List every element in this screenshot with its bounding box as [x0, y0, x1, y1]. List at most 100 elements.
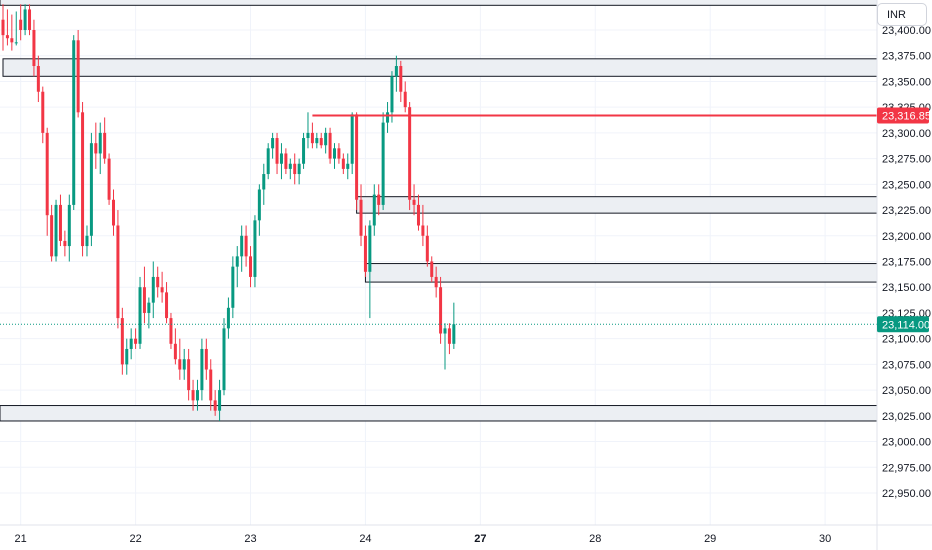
candle[interactable]	[187, 348, 191, 401]
candle[interactable]	[359, 184, 363, 247]
candle[interactable]	[253, 215, 257, 288]
candle[interactable]	[297, 158, 301, 185]
candle[interactable]	[156, 266, 160, 298]
candle[interactable]	[350, 112, 354, 175]
candle[interactable]	[125, 338, 129, 375]
candle[interactable]	[94, 122, 98, 169]
candle[interactable]	[346, 153, 350, 180]
candle[interactable]	[399, 60, 403, 103]
candle[interactable]	[425, 225, 429, 267]
candle[interactable]	[209, 359, 213, 411]
candle[interactable]	[434, 266, 438, 298]
candle[interactable]	[341, 153, 345, 175]
candle[interactable]	[390, 71, 394, 123]
candle[interactable]	[386, 102, 390, 133]
candle[interactable]	[328, 127, 332, 164]
candle[interactable]	[319, 132, 323, 149]
candle[interactable]	[178, 338, 182, 380]
candle[interactable]	[226, 297, 230, 339]
candle[interactable]	[271, 132, 275, 159]
candle[interactable]	[372, 184, 376, 236]
candle[interactable]	[41, 86, 45, 144]
candle[interactable]	[447, 323, 451, 355]
candle[interactable]	[147, 297, 151, 329]
candle[interactable]	[240, 225, 244, 272]
candle[interactable]	[165, 282, 169, 324]
candle[interactable]	[275, 132, 279, 175]
candle[interactable]	[416, 194, 420, 231]
candle[interactable]	[288, 158, 292, 180]
candle[interactable]	[421, 204, 425, 247]
candle[interactable]	[23, 4, 27, 36]
candle[interactable]	[315, 132, 319, 149]
candle[interactable]	[249, 246, 253, 288]
supply-demand-zone[interactable]	[364, 263, 878, 283]
candle[interactable]	[337, 143, 341, 164]
candle[interactable]	[151, 261, 155, 319]
candle[interactable]	[262, 163, 266, 205]
candle[interactable]	[324, 127, 328, 154]
supply-demand-zone[interactable]	[2, 58, 878, 77]
candle[interactable]	[244, 225, 248, 267]
candle[interactable]	[182, 348, 186, 380]
candle[interactable]	[28, 4, 32, 36]
candle[interactable]	[85, 225, 89, 257]
candle[interactable]	[279, 143, 283, 180]
candle[interactable]	[231, 256, 235, 319]
candle[interactable]	[45, 127, 49, 236]
candle[interactable]	[112, 189, 115, 236]
candle[interactable]	[10, 14, 14, 51]
candle[interactable]	[98, 122, 102, 175]
price-axis[interactable]: 23,400.0023,375.0023,350.0023,325.0023,3…	[882, 25, 931, 500]
candle[interactable]	[200, 338, 204, 401]
candle[interactable]	[355, 112, 359, 211]
candle[interactable]	[1, 4, 5, 51]
candle[interactable]	[67, 194, 71, 262]
candle[interactable]	[19, 4, 23, 41]
candle[interactable]	[408, 102, 412, 211]
candle[interactable]	[381, 112, 385, 211]
candle[interactable]	[284, 148, 288, 175]
supply-demand-zone[interactable]	[356, 196, 878, 214]
candle[interactable]	[142, 266, 146, 324]
candle[interactable]	[173, 328, 177, 365]
currency-badge[interactable]: INR	[877, 3, 927, 26]
candle[interactable]	[169, 312, 173, 349]
candle[interactable]	[138, 276, 142, 349]
candle[interactable]	[302, 132, 306, 169]
candle[interactable]	[430, 256, 434, 283]
candle[interactable]	[160, 271, 164, 303]
candle[interactable]	[89, 132, 93, 247]
candle[interactable]	[36, 55, 40, 103]
candle[interactable]	[310, 122, 314, 149]
candle[interactable]	[63, 230, 67, 257]
candle[interactable]	[333, 143, 336, 169]
candle[interactable]	[394, 55, 398, 92]
candle[interactable]	[452, 302, 456, 349]
candle[interactable]	[107, 153, 111, 205]
candle[interactable]	[363, 225, 367, 277]
candle[interactable]	[50, 204, 54, 262]
candle[interactable]	[195, 379, 199, 411]
candle[interactable]	[191, 379, 195, 411]
candle[interactable]	[120, 307, 124, 375]
candle[interactable]	[306, 112, 310, 149]
candle[interactable]	[403, 81, 407, 113]
candle[interactable]	[218, 379, 222, 421]
candle[interactable]	[377, 184, 381, 216]
candle[interactable]	[266, 143, 270, 180]
candle[interactable]	[5, 9, 9, 46]
candle[interactable]	[439, 276, 443, 344]
candle[interactable]	[293, 153, 297, 185]
candle[interactable]	[32, 19, 36, 77]
candle[interactable]	[129, 328, 133, 360]
candle[interactable]	[257, 184, 261, 236]
candle[interactable]	[14, 11, 18, 46]
time-axis[interactable]: 21 22 23 24 27 28 29 30	[15, 533, 832, 545]
candle[interactable]	[54, 199, 58, 262]
candle[interactable]	[443, 323, 447, 370]
candle[interactable]	[134, 328, 138, 349]
candle[interactable]	[213, 390, 217, 416]
candle[interactable]	[103, 117, 107, 164]
